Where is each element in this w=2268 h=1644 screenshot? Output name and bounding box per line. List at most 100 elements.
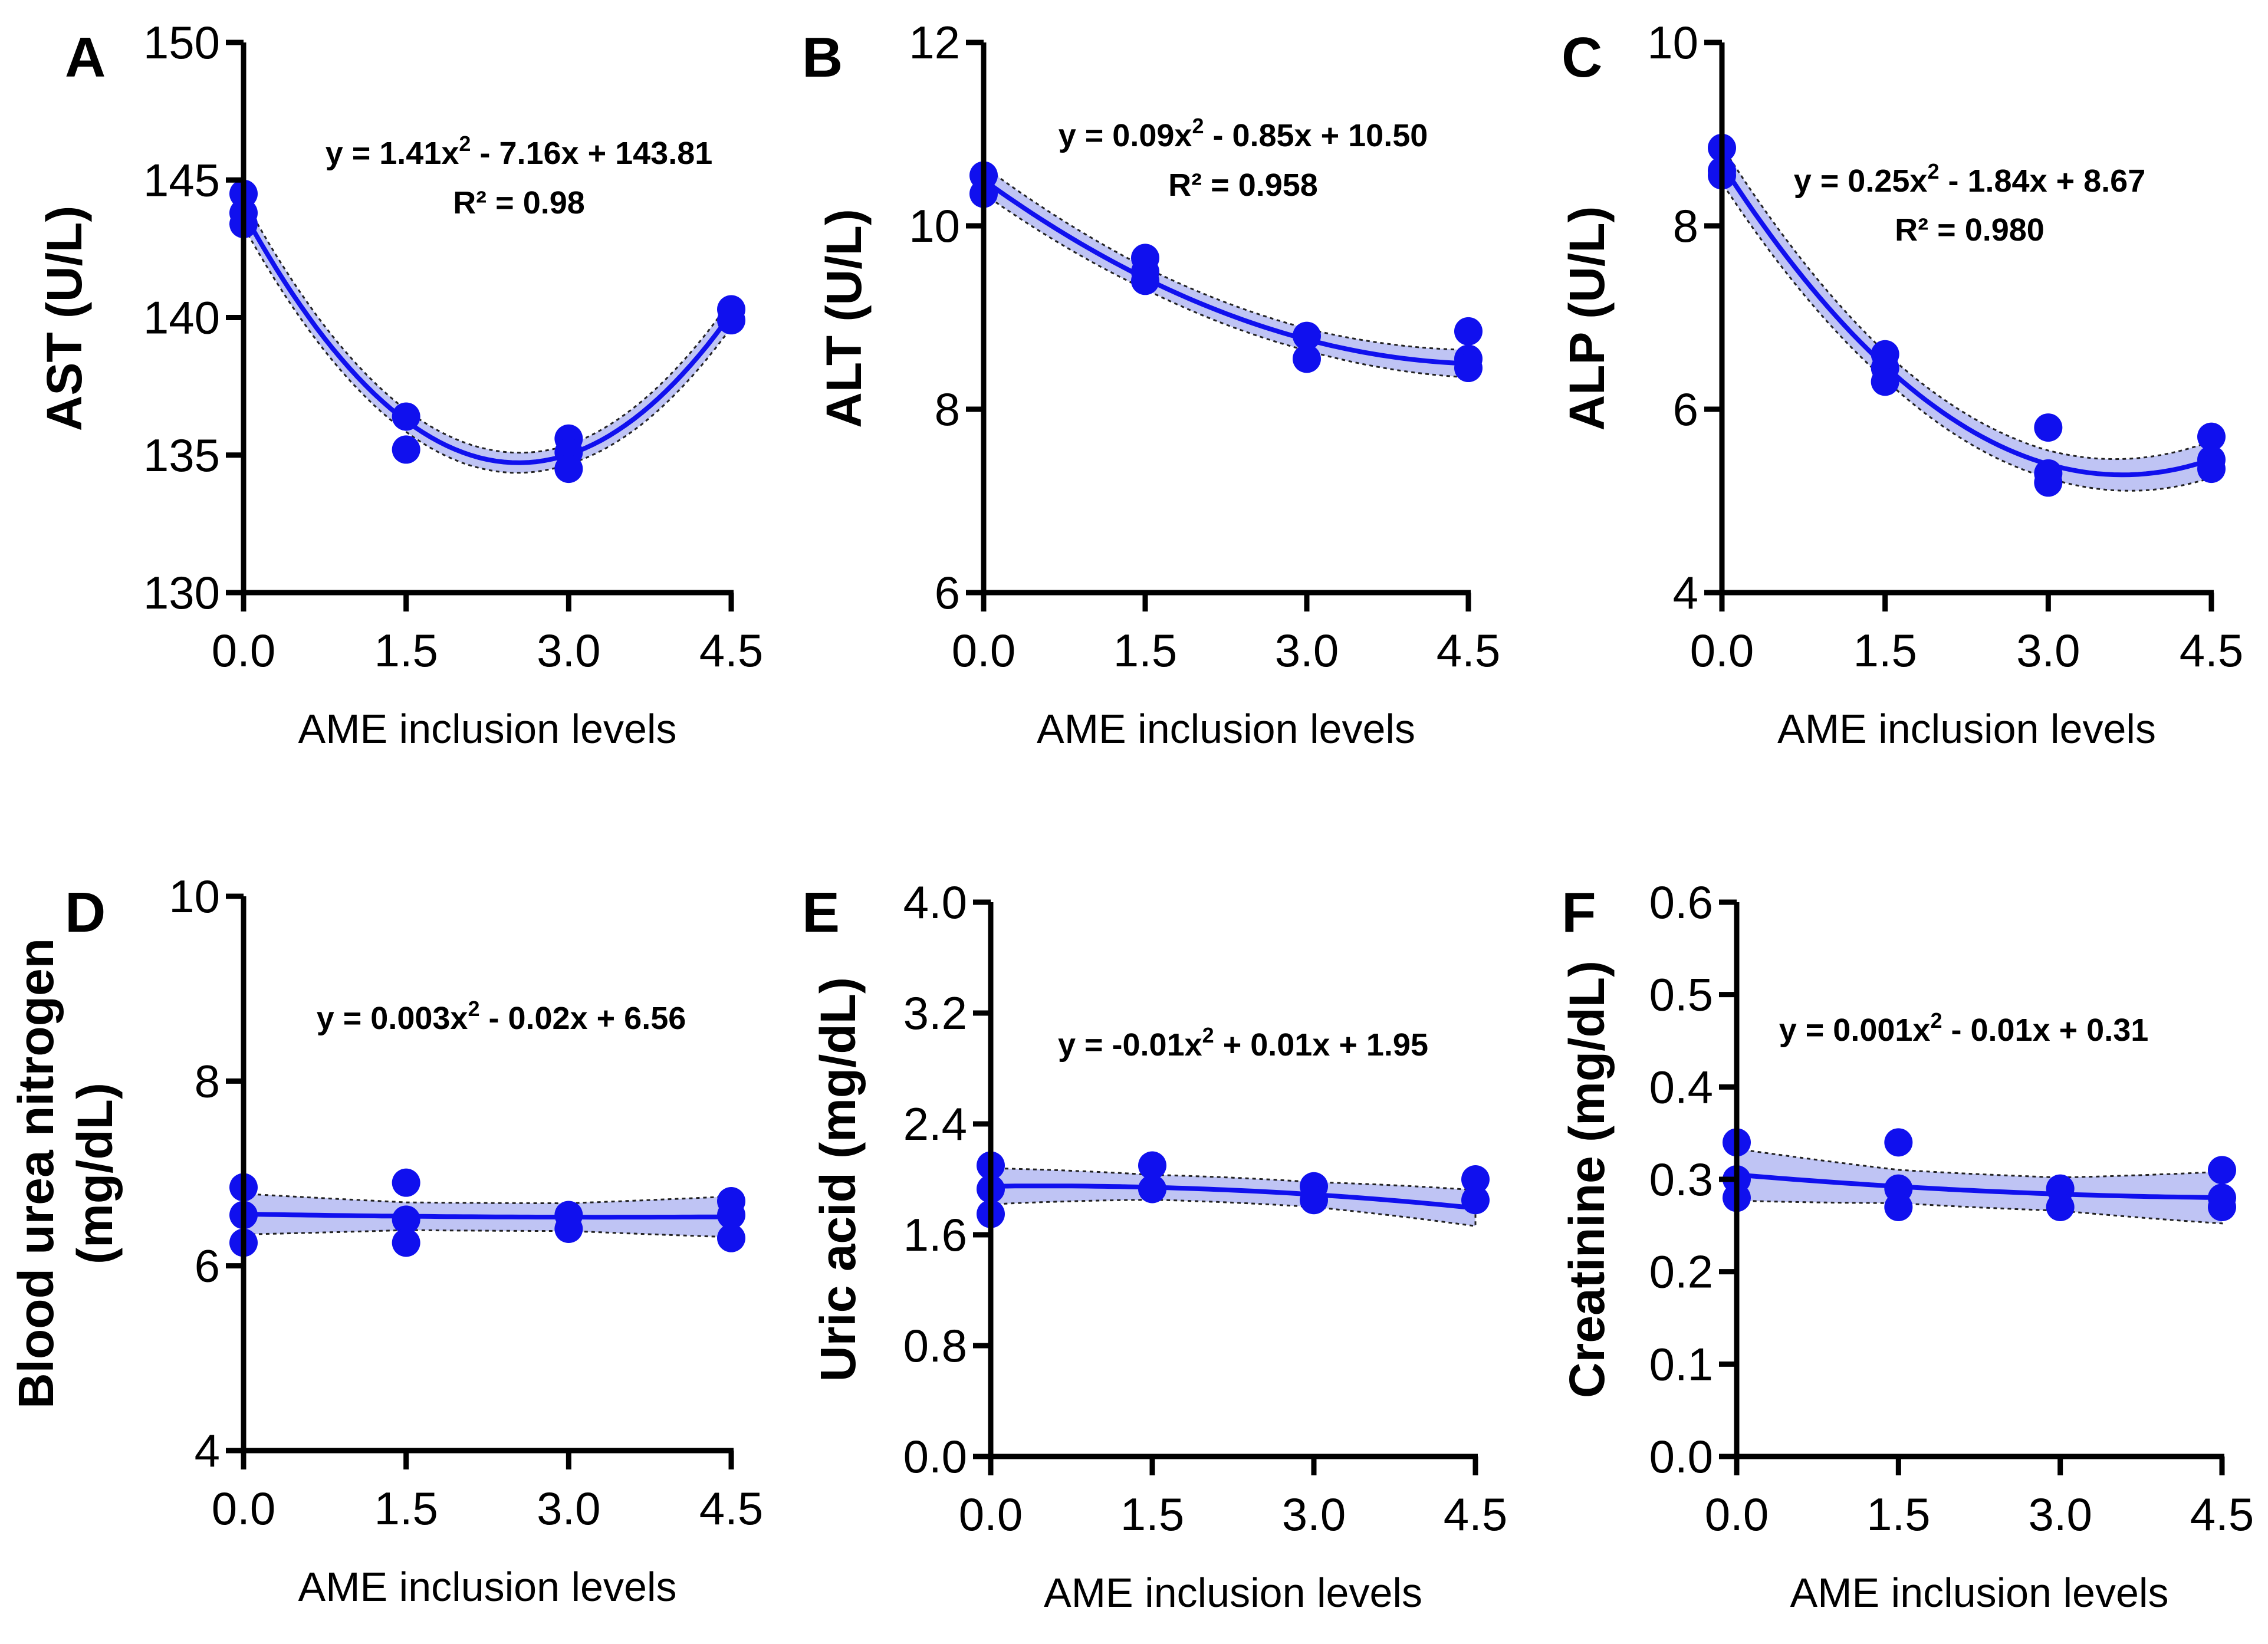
data-point xyxy=(1884,1128,1913,1157)
panel-letter: D xyxy=(65,881,106,944)
data-point xyxy=(717,1201,745,1229)
equation-part: y = 0.001x xyxy=(1779,1012,1931,1048)
y-tick-label: 0.5 xyxy=(1649,969,1713,1021)
y-tick-label: 10 xyxy=(169,870,220,922)
regression-equation: y = 1.41x2 - 7.16x + 143.81 xyxy=(326,131,713,171)
data-point xyxy=(1454,354,1483,383)
y-tick-label: 0.4 xyxy=(1649,1061,1713,1113)
fit-curve xyxy=(982,178,1469,366)
data-point xyxy=(2197,455,2226,484)
x-tick-label: 1.5 xyxy=(1120,1488,1184,1540)
equation-exponent: 2 xyxy=(468,997,479,1021)
x-tick-label: 4.5 xyxy=(699,1482,763,1534)
equation-part: - 0.85x + 10.50 xyxy=(1204,118,1428,153)
equation-part: y = 0.09x xyxy=(1059,118,1192,153)
equation-exponent: 2 xyxy=(1192,114,1204,138)
data-point xyxy=(2034,413,2063,442)
y-tick-label: 8 xyxy=(1673,200,1698,252)
y-tick-label: 0.3 xyxy=(1649,1153,1713,1205)
data-point xyxy=(2208,1156,2236,1185)
y-tick-label: 12 xyxy=(909,17,960,68)
y-tick-label: 145 xyxy=(143,154,220,206)
x-tick-label: 4.5 xyxy=(699,624,763,676)
panel-letter: C xyxy=(1562,26,1602,89)
data-point xyxy=(392,402,420,431)
x-tick-label: 3.0 xyxy=(537,624,600,676)
data-point xyxy=(1131,267,1159,295)
data-point xyxy=(1300,1186,1328,1215)
equation-part: - 0.02x + 6.56 xyxy=(480,1001,686,1036)
y-tick-label: 8 xyxy=(935,383,960,435)
y-tick-label: 0.0 xyxy=(1649,1431,1713,1482)
regression-equation: y = 0.09x2 - 0.85x + 10.50 xyxy=(1059,114,1428,153)
r-squared: R² = 0.98 xyxy=(453,185,585,221)
y-tick-label: 150 xyxy=(143,17,220,68)
y-tick-label: 2.4 xyxy=(903,1098,967,1150)
regression-equation: y = -0.01x2 + 0.01x + 1.95 xyxy=(1058,1023,1428,1063)
data-point xyxy=(392,1168,420,1197)
equation-exponent: 2 xyxy=(459,131,471,156)
y-tick-label: 0.2 xyxy=(1649,1246,1713,1298)
panel-letter: B xyxy=(802,26,843,89)
panel-letter: E xyxy=(802,881,840,944)
y-tick-label: 1.6 xyxy=(903,1209,967,1261)
regression-equation: y = 0.001x2 - 0.01x + 0.31 xyxy=(1779,1008,2149,1048)
x-tick-label: 1.5 xyxy=(1113,624,1177,676)
data-point xyxy=(717,306,745,335)
y-tick-label: 10 xyxy=(909,200,960,252)
confidence-band xyxy=(990,1167,1477,1228)
y-tick-label: 10 xyxy=(1647,17,1698,68)
data-point xyxy=(717,1224,745,1252)
y-tick-label: 4.0 xyxy=(903,876,967,928)
equation-exponent: 2 xyxy=(1927,159,1939,183)
data-point xyxy=(2208,1193,2236,1221)
equation-part: + 0.01x + 1.95 xyxy=(1214,1027,1428,1063)
data-point xyxy=(1138,1175,1166,1204)
y-tick-label: 140 xyxy=(143,292,220,344)
y-tick-label: 0.1 xyxy=(1649,1338,1713,1390)
data-point xyxy=(1884,1193,1913,1221)
y-tick-label: 8 xyxy=(195,1055,220,1107)
y-tick-label: 0.0 xyxy=(903,1431,967,1482)
data-point xyxy=(2046,1193,2075,1221)
data-point xyxy=(1461,1186,1490,1215)
y-tick-label: 130 xyxy=(143,567,220,619)
y-axis-title: Blood urea nitrogen xyxy=(8,938,64,1409)
x-tick-label: 0.0 xyxy=(212,624,275,676)
x-tick-label: 0.0 xyxy=(1705,1488,1769,1540)
fit-curve xyxy=(1736,1172,2223,1200)
x-tick-label: 1.5 xyxy=(1853,624,1917,676)
x-axis-title: AME inclusion levels xyxy=(1777,706,2156,752)
equation-part: y = 0.003x xyxy=(317,1001,468,1036)
x-tick-label: 4.5 xyxy=(2180,624,2243,676)
equation-part: - 7.16x + 143.81 xyxy=(471,136,712,171)
x-axis-title: AME inclusion levels xyxy=(1044,1570,1422,1616)
y-axis-title: Uric acid (mg/dL) xyxy=(810,977,866,1382)
panel-letter: A xyxy=(65,26,106,89)
panel-letter: F xyxy=(1562,881,1596,944)
equation-part: y = 0.25x xyxy=(1794,163,1928,199)
x-axis-title: AME inclusion levels xyxy=(298,1564,677,1610)
equation-part: - 1.84x + 8.67 xyxy=(1939,163,2145,199)
y-axis-title: ALP (U/L) xyxy=(1559,206,1615,430)
x-tick-label: 0.0 xyxy=(952,624,1015,676)
y-tick-label: 6 xyxy=(1673,383,1698,435)
y-tick-label: 6 xyxy=(195,1240,220,1292)
equation-part: y = -0.01x xyxy=(1058,1027,1202,1063)
data-point xyxy=(392,1205,420,1234)
chart-panel-e: 0.0 0.8 1.6 2.4 3.2 4.0 0.0 1.5 3.0 4.5 AME inclus… xyxy=(802,876,1507,1616)
regression-equation: y = 0.25x2 - 1.84x + 8.67 xyxy=(1794,159,2146,199)
y-tick-label: 4 xyxy=(195,1425,220,1477)
equation-part: y = 1.41x xyxy=(326,136,459,171)
data-point xyxy=(554,455,583,484)
x-axis-title: AME inclusion levels xyxy=(1037,706,1415,752)
x-tick-label: 0.0 xyxy=(1690,624,1754,676)
data-point xyxy=(392,435,420,464)
equation-exponent: 2 xyxy=(1930,1008,1942,1033)
chart-panel-a: 130 135 140 145 150 0.0 1.5 3.0 4.5 AME inclusion… xyxy=(37,17,763,752)
y-axis-title: AST (U/L) xyxy=(37,206,92,432)
chart-panel-c: 4 6 8 10 0.0 1.5 3.0 4.5 AME inclusion levels ALP… xyxy=(1559,17,2243,752)
x-tick-label: 3.0 xyxy=(537,1482,600,1534)
confidence-band xyxy=(1735,1147,2223,1225)
